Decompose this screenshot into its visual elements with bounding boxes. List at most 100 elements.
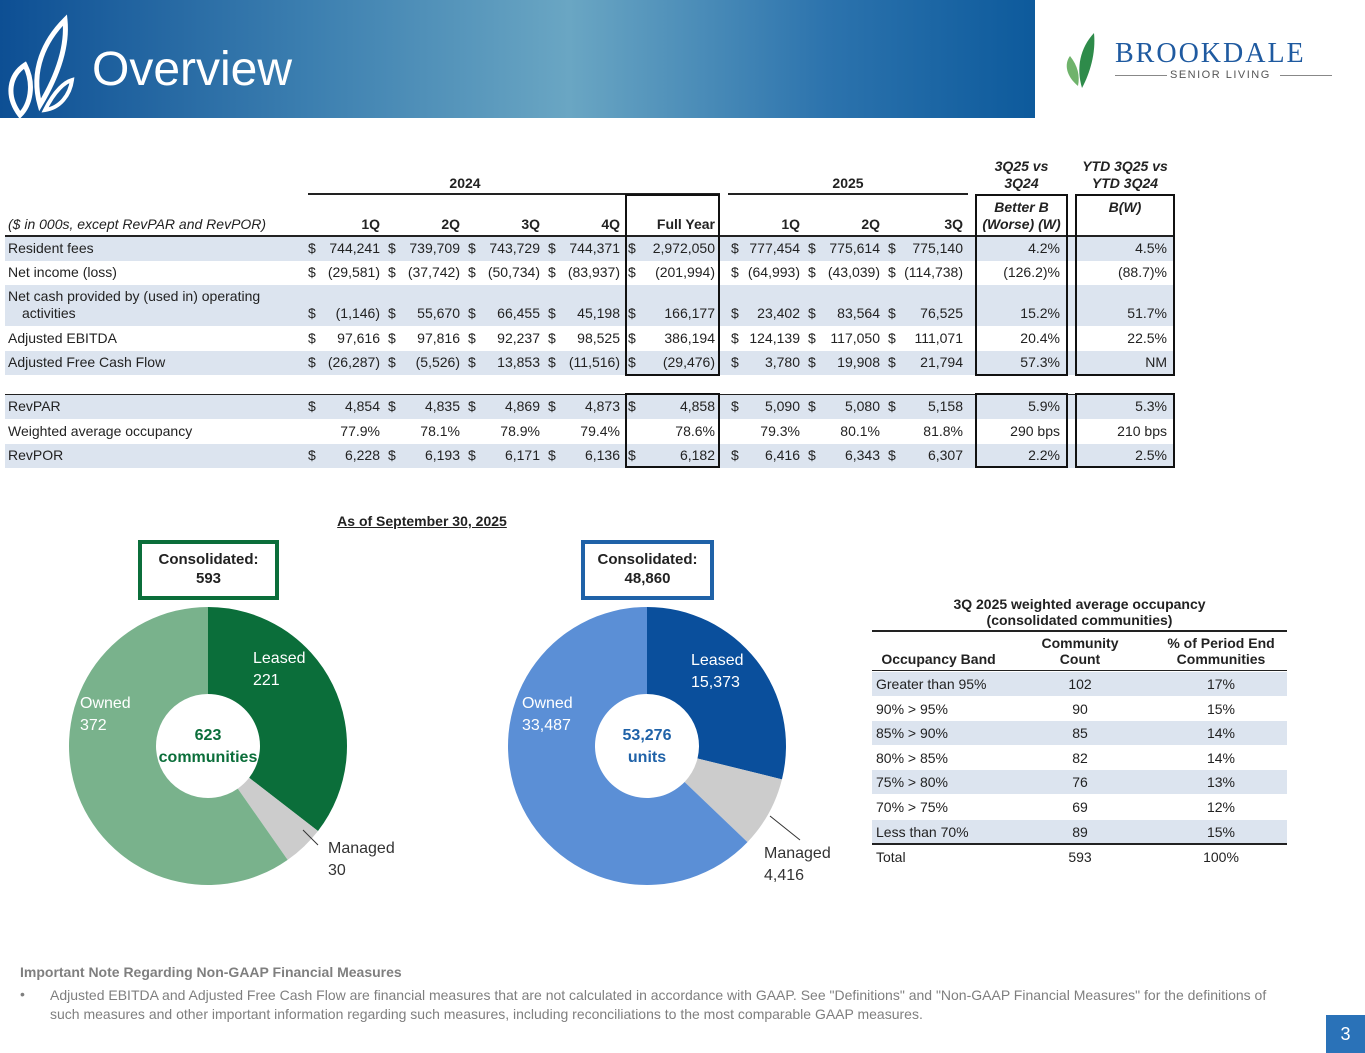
- callout-text: 593: [196, 570, 221, 587]
- currency: $: [548, 354, 556, 370]
- cell: 4,835: [424, 398, 460, 414]
- occ-cell: 85: [1072, 725, 1088, 742]
- occ-cell: 14%: [1206, 749, 1236, 766]
- logo-sub: SENIOR LIVING: [1170, 69, 1271, 81]
- cell: 81.8%: [923, 423, 963, 439]
- cell: 45,198: [577, 305, 620, 321]
- currency: $: [628, 330, 636, 346]
- cell: 744,371: [569, 240, 620, 256]
- currency: $: [888, 330, 896, 346]
- slice-value: 221: [253, 672, 280, 689]
- row-label: Net income (loss): [8, 264, 117, 280]
- cell: 6,136: [584, 447, 620, 463]
- currency: $: [308, 447, 316, 463]
- donut-charts: Leased 221 Managed 30 Owned 372 Consolidated: 5…: [69, 540, 831, 885]
- currency: $: [888, 305, 896, 321]
- currency: $: [308, 354, 316, 370]
- slice-label: Managed: [328, 840, 395, 857]
- currency: $: [388, 264, 396, 280]
- row-band: [872, 721, 1287, 746]
- row-band: [5, 237, 1175, 261]
- cell: 97,816: [417, 330, 460, 346]
- cell: 5.9%: [1028, 398, 1060, 414]
- callout-box: [581, 540, 714, 600]
- column-box: [975, 194, 1068, 376]
- row-band: [5, 285, 1175, 326]
- currency: $: [808, 398, 816, 414]
- currency: $: [388, 447, 396, 463]
- slice-label: Owned: [80, 695, 131, 712]
- cell: 166,177: [664, 305, 715, 321]
- currency: $: [468, 330, 476, 346]
- currency: $: [308, 330, 316, 346]
- cell: (11,516): [568, 354, 620, 370]
- cell: 78.1%: [420, 423, 460, 439]
- column-box: [625, 194, 720, 376]
- row-band: [872, 770, 1287, 795]
- rule: [728, 193, 968, 195]
- cell: 6,193: [424, 447, 460, 463]
- column-header: ($ in 000s, except RevPAR and RevPOR): [8, 216, 267, 232]
- currency: $: [888, 354, 896, 370]
- slice-value: 33,487: [522, 717, 571, 734]
- occ-cell: 100%: [1203, 849, 1239, 865]
- occ-header: Community Count: [1041, 635, 1119, 667]
- cell: (26,287): [327, 354, 380, 370]
- occ-cell: 85% > 90%: [876, 725, 948, 742]
- callout-text: Consolidated:: [598, 551, 698, 568]
- currency: $: [731, 240, 739, 256]
- cell: 2.5%: [1135, 447, 1167, 463]
- currency: $: [388, 330, 396, 346]
- cell: 15.2%: [1020, 305, 1060, 321]
- cell: 2,972,050: [652, 240, 715, 256]
- cell: 80.1%: [840, 423, 880, 439]
- cell: 117,050: [830, 330, 880, 346]
- currency: $: [308, 240, 316, 256]
- cell: 775,140: [912, 240, 963, 256]
- cell: 6,343: [844, 447, 880, 463]
- cell: 4,873: [584, 398, 620, 414]
- currency: $: [731, 330, 739, 346]
- occ-cell: 82: [1072, 749, 1088, 766]
- occ-cell: 17%: [1206, 676, 1236, 692]
- occ-cell: 12%: [1206, 799, 1236, 815]
- cell: 13,853: [497, 354, 540, 370]
- currency: $: [468, 447, 476, 463]
- column-header: Better B (Worse) (W): [982, 199, 1061, 232]
- currency: $: [388, 305, 396, 321]
- logo-name: BROOKDALE: [1115, 38, 1306, 69]
- occ-cell: 14%: [1206, 725, 1236, 742]
- occ-title: 3Q 2025 weighted average occupancy (cons…: [953, 596, 1206, 628]
- column-header: 2Q: [441, 216, 460, 232]
- cell: 22.5%: [1127, 330, 1167, 346]
- row-band: [5, 444, 1175, 468]
- group-header: 2025: [832, 175, 864, 191]
- currency: $: [468, 398, 476, 414]
- currency: $: [808, 354, 816, 370]
- rule: [872, 843, 1287, 845]
- cell: 77.9%: [340, 423, 380, 439]
- column-header: 2Q: [861, 216, 880, 232]
- cell: 55,670: [417, 305, 460, 321]
- column-box: [975, 393, 1068, 468]
- currency: $: [888, 264, 896, 280]
- cell: 777,454: [749, 240, 800, 256]
- cell: (201,994): [655, 264, 715, 280]
- cell: 57.3%: [1020, 354, 1060, 370]
- column-header: 3Q: [521, 216, 540, 232]
- rule: [872, 670, 1287, 671]
- occ-cell: 90: [1072, 700, 1088, 717]
- cell: 4.2%: [1028, 240, 1060, 256]
- leader-line: [302, 829, 319, 846]
- column-box: [625, 393, 720, 468]
- column-box: [1075, 194, 1175, 376]
- slice-label: Managed: [764, 845, 831, 862]
- logo-rule: [1115, 75, 1167, 76]
- currency: $: [468, 354, 476, 370]
- column-header: 3Q: [944, 216, 963, 232]
- cell: (64,993): [747, 264, 800, 280]
- slice-value: 15,373: [691, 674, 740, 691]
- cell: 78.6%: [675, 423, 715, 439]
- cell: 76,525: [920, 305, 963, 321]
- page-number: 3: [1326, 1015, 1365, 1053]
